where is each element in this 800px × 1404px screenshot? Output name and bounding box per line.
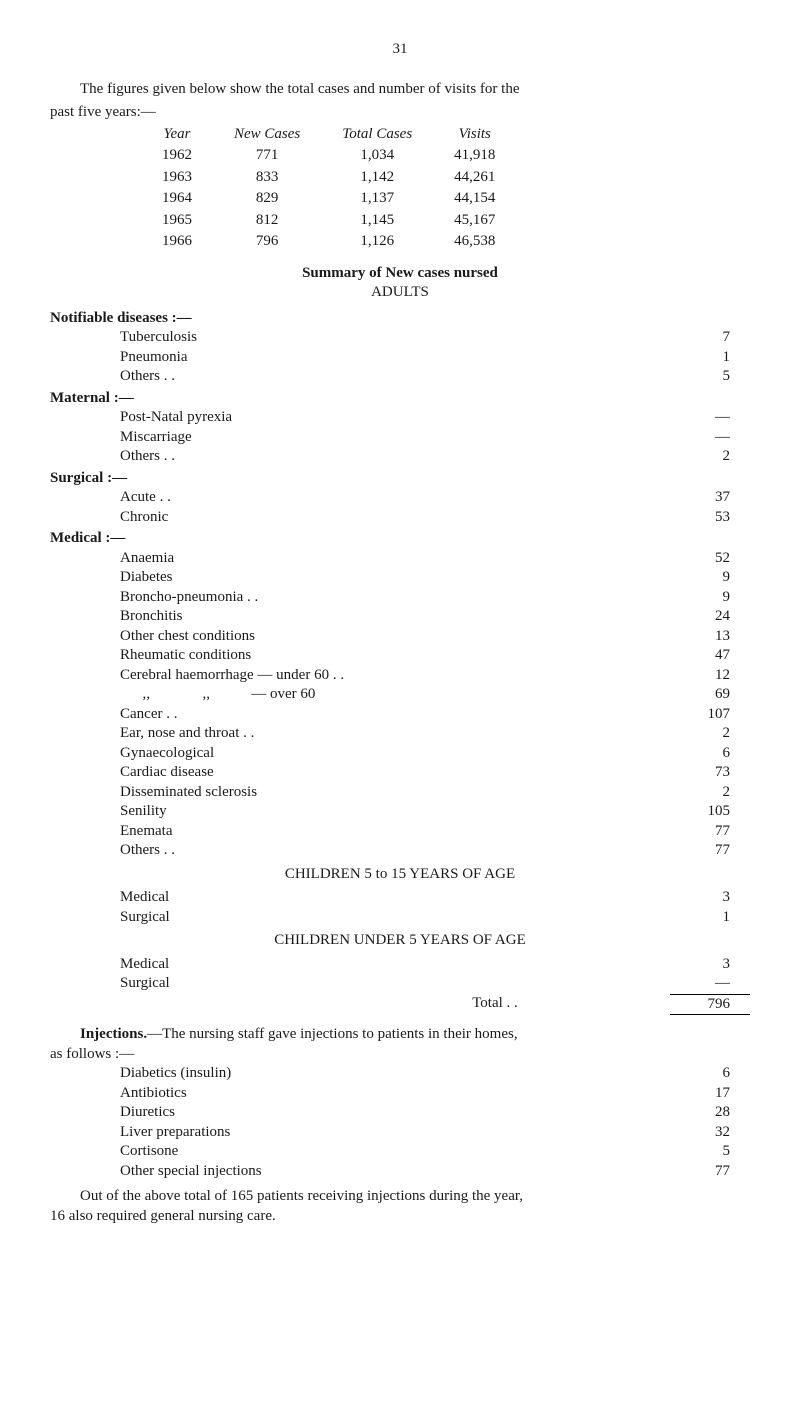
table-row: Miscarriage— <box>50 428 750 448</box>
medical-header: Medical :— <box>50 529 750 549</box>
table-row: Chronic53 <box>50 508 750 528</box>
closing-line-2: 16 also required general nursing care. <box>50 1207 750 1227</box>
year-row: 19658121,14545,167 <box>142 211 515 231</box>
total-value: 796 <box>670 994 750 1016</box>
table-row: Cerebral haemorrhage — under 60 . .12 <box>50 666 750 686</box>
table-row: Diuretics28 <box>50 1103 750 1123</box>
col-new-cases: New Cases <box>214 125 320 145</box>
col-year: Year <box>142 125 212 145</box>
surgical-header: Surgical :— <box>50 469 750 489</box>
intro-line-2: past five years:— <box>50 103 750 123</box>
table-row: Acute . .37 <box>50 488 750 508</box>
table-row: Others . .2 <box>50 447 750 467</box>
table-row: Anaemia52 <box>50 549 750 569</box>
table-row: Cancer . .107 <box>50 705 750 725</box>
table-row: Others . .5 <box>50 367 750 387</box>
table-row: Others . .77 <box>50 841 750 861</box>
table-row: Cortisone5 <box>50 1142 750 1162</box>
page-number: 31 <box>50 40 750 60</box>
table-row: ,, ,, — over 6069 <box>50 685 750 705</box>
table-row: Enemata77 <box>50 822 750 842</box>
total-row: Total . . 796 <box>50 994 750 1016</box>
table-row: Pneumonia1 <box>50 348 750 368</box>
col-total-cases: Total Cases <box>322 125 432 145</box>
adults-label: ADULTS <box>50 283 750 303</box>
table-row: Surgical1 <box>50 908 750 928</box>
children-under-5-title: CHILDREN UNDER 5 YEARS OF AGE <box>50 931 750 951</box>
table-row: Ear, nose and throat . .2 <box>50 724 750 744</box>
years-table: Year New Cases Total Cases Visits 196277… <box>140 123 517 254</box>
table-row: Tuberculosis7 <box>50 328 750 348</box>
col-visits: Visits <box>434 125 515 145</box>
maternal-header: Maternal :— <box>50 389 750 409</box>
table-row: Medical3 <box>50 955 750 975</box>
year-row: 19627711,03441,918 <box>142 146 515 166</box>
table-row: Other special injections77 <box>50 1162 750 1182</box>
table-row: Medical3 <box>50 888 750 908</box>
injections-bold: Injections. <box>80 1026 147 1042</box>
table-row: Senility105 <box>50 802 750 822</box>
years-header-row: Year New Cases Total Cases Visits <box>142 125 515 145</box>
table-row: Antibiotics17 <box>50 1084 750 1104</box>
notifiable-header: Notifiable diseases :— <box>50 309 750 329</box>
summary-title: Summary of New cases nursed <box>50 264 750 284</box>
table-row: Disseminated sclerosis2 <box>50 783 750 803</box>
table-row: Cardiac disease73 <box>50 763 750 783</box>
intro-line-1: The figures given below show the total c… <box>50 80 750 100</box>
year-row: 19638331,14244,261 <box>142 168 515 188</box>
table-row: Other chest conditions13 <box>50 627 750 647</box>
table-row: Post-Natal pyrexia— <box>50 408 750 428</box>
table-row: Gynaecological6 <box>50 744 750 764</box>
total-label: Total . . <box>120 994 670 1016</box>
injections-rest: —The nursing staff gave injections to pa… <box>147 1026 517 1042</box>
year-row: 19648291,13744,154 <box>142 189 515 209</box>
table-row: Broncho-pneumonia . .9 <box>50 588 750 608</box>
injections-intro-2: as follows :— <box>50 1045 750 1065</box>
injections-intro: Injections.—The nursing staff gave injec… <box>50 1025 750 1045</box>
table-row: Surgical— <box>50 974 750 994</box>
children-5-15-title: CHILDREN 5 to 15 YEARS OF AGE <box>50 865 750 885</box>
table-row: Bronchitis24 <box>50 607 750 627</box>
table-row: Rheumatic conditions47 <box>50 646 750 666</box>
table-row: Diabetics (insulin)6 <box>50 1064 750 1084</box>
closing-line-1: Out of the above total of 165 patients r… <box>50 1187 750 1207</box>
table-row: Liver preparations32 <box>50 1123 750 1143</box>
year-row: 19667961,12646,538 <box>142 232 515 252</box>
table-row: Diabetes9 <box>50 568 750 588</box>
